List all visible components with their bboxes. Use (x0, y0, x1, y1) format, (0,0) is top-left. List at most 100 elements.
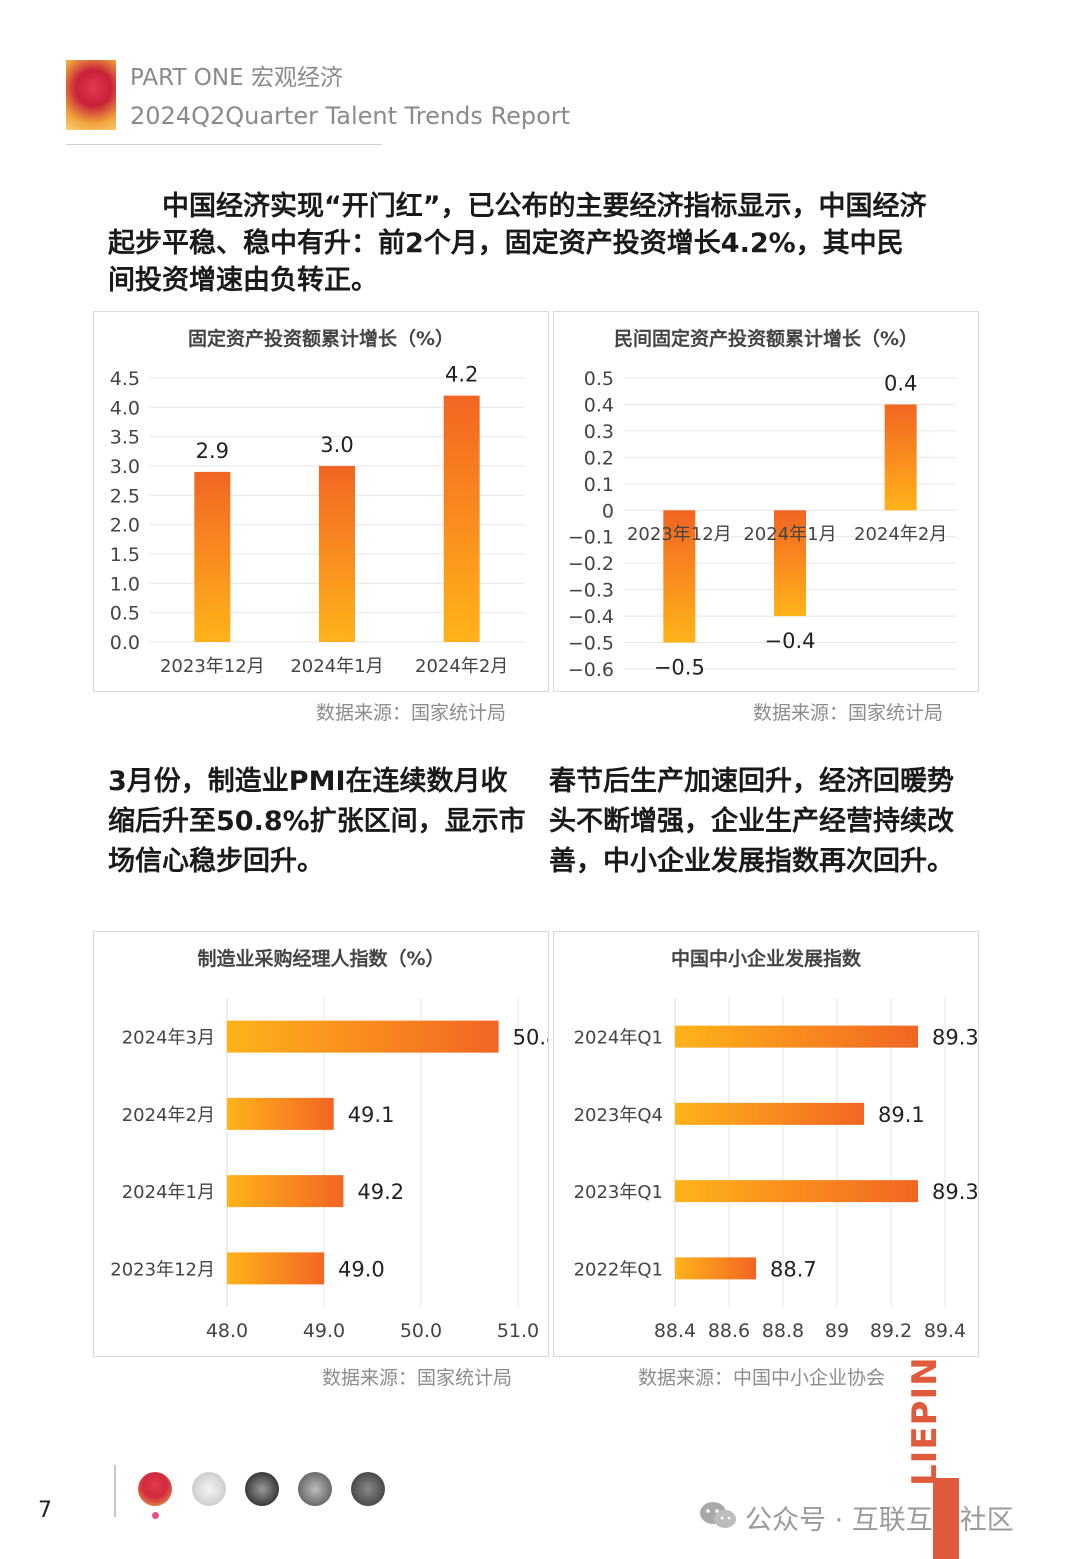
bar (884, 404, 917, 511)
chart-plot: 48.0 49.0 50.0 51.0 50.8 2024年3月 49.1 2024年2月 49… (110, 998, 548, 1342)
chart2-source: 数据来源：国家统计局 (753, 702, 944, 724)
y-tick-label: 2024年Q1 (574, 1028, 663, 1049)
chart-title: 中国中小企业发展指数 (670, 948, 861, 970)
brand-bar (933, 1478, 959, 1559)
bar (663, 510, 696, 643)
data-label: 3.0 (320, 433, 353, 457)
data-label: 89.3 (932, 1026, 978, 1050)
bar (675, 1257, 756, 1280)
x-tick-label: 2024年2月 (854, 524, 947, 545)
y-tick-label: 2.5 (110, 485, 140, 507)
chart-plot: −0.6 −0.5 −0.4 −0.3 −0.2 −0.1 0 0.1 0.2 0.3 0.4 0.5… (568, 368, 956, 681)
y-tick-label: 0.2 (584, 447, 614, 469)
chart-plot: 0.0 0.5 1.0 1.5 2.0 2.5 3.0 3.5 4.0 4.5 2.9 2023年12… (110, 363, 524, 677)
y-tick-label: −0.5 (568, 633, 614, 655)
y-tick-label: 4.0 (110, 397, 140, 419)
y-tick-label: −0.3 (568, 580, 614, 602)
bar (675, 1180, 918, 1203)
y-tick-label: 2023年Q1 (574, 1182, 663, 1203)
chart-title: 制造业采购经理人指数（%） (197, 948, 445, 970)
y-tick-label: 1.5 (110, 544, 140, 566)
y-tick-label: 0.1 (584, 474, 614, 496)
chart-title: 固定资产投资额累计增长（%） (187, 328, 455, 350)
chart4-source: 数据来源：中国中小企业协会 (638, 1367, 886, 1389)
y-tick-label: 0.5 (584, 368, 614, 390)
y-tick-label: 0.0 (110, 632, 140, 654)
header-thumbnail-image (66, 60, 116, 130)
watermark-text: 公众号 · 互联互通社区 (745, 1505, 1014, 1536)
y-tick-label: 4.5 (110, 368, 140, 390)
y-tick-label: 2024年3月 (122, 1028, 215, 1049)
bar (227, 1252, 324, 1285)
data-label: 49.1 (348, 1103, 395, 1127)
chart3-source: 数据来源：国家统计局 (322, 1367, 513, 1389)
data-label: 88.7 (770, 1257, 817, 1281)
bar (675, 1102, 864, 1125)
y-tick-label: 0.5 (110, 603, 140, 625)
y-tick-label: −0.6 (568, 659, 614, 681)
x-tick-label: 88.4 (654, 1320, 696, 1342)
x-tick-label: 2024年1月 (290, 656, 383, 677)
y-tick-label: 2023年Q4 (574, 1105, 663, 1126)
y-tick-label: 0 (602, 500, 614, 522)
chart-title: 民间固定资产投资额累计增长（%） (613, 328, 919, 350)
bar (774, 510, 806, 617)
report-title: 2024Q2Quarter Talent Trends Report (130, 102, 571, 130)
bar (227, 1020, 499, 1053)
active-page-indicator (152, 1512, 159, 1519)
part-label: PART ONE 宏观经济 (130, 65, 343, 91)
x-tick-label: 88.6 (708, 1320, 750, 1342)
footer-divider (114, 1465, 116, 1517)
wechat-icon (700, 1502, 736, 1528)
y-tick-label: −0.1 (568, 527, 614, 549)
data-label: 49.2 (357, 1180, 404, 1204)
x-tick-label: 89.4 (924, 1320, 966, 1342)
header-divider (66, 144, 382, 145)
nav-dot-1[interactable] (138, 1472, 172, 1506)
nav-dot-2[interactable] (192, 1472, 226, 1506)
data-label: 49.0 (338, 1257, 385, 1281)
x-tick-label: 51.0 (497, 1320, 539, 1342)
data-label: 4.2 (445, 363, 478, 387)
chart1-source: 数据来源：国家统计局 (316, 702, 507, 724)
y-tick-label: 3.0 (110, 456, 140, 478)
y-tick-label: −0.2 (568, 553, 614, 575)
data-label: 2.9 (196, 439, 229, 463)
nav-dot-3[interactable] (245, 1472, 279, 1506)
page-number: 7 (38, 1498, 52, 1523)
y-tick-label: 2022年Q1 (574, 1259, 663, 1280)
bar (443, 395, 480, 642)
x-tick-label: 2023年12月 (627, 524, 732, 545)
x-tick-label: 48.0 (206, 1320, 248, 1342)
y-tick-label: 0.3 (584, 421, 614, 443)
nav-dot-4[interactable] (298, 1472, 332, 1506)
chart-plot: 88.4 88.6 88.8 89 89.2 89.4 89.3 2024年Q1 89.1 202… (574, 998, 978, 1342)
data-label: 89.3 (932, 1180, 978, 1204)
x-tick-label: 2024年2月 (415, 656, 508, 677)
x-tick-label: 88.8 (762, 1320, 804, 1342)
y-tick-label: −0.4 (568, 606, 614, 628)
bar (319, 466, 355, 642)
bar (194, 471, 231, 642)
x-tick-label: 89 (825, 1320, 849, 1342)
x-tick-label: 2024年1月 (743, 524, 836, 545)
chart-private-investment: 民间固定资产投资额累计增长（%） −0.6 −0.5 −0.4 −0.3 −0.2 −0.… (553, 311, 979, 692)
y-tick-label: 2024年1月 (122, 1182, 215, 1203)
pmi-paragraph: 3月份，制造业PMI在连续数月收缩后升至50.8%扩张区间，显示市场信心稳步回升… (108, 766, 526, 877)
data-label: 50.8 (513, 1026, 548, 1050)
y-tick-label: 1.0 (110, 573, 140, 595)
y-tick-label: 3.5 (110, 427, 140, 449)
nav-dot-5[interactable] (351, 1472, 385, 1506)
x-tick-label: 89.2 (870, 1320, 912, 1342)
bar (227, 1175, 344, 1208)
x-tick-label: 2023年12月 (160, 656, 265, 677)
data-label: −0.4 (765, 629, 816, 653)
data-label: 0.4 (884, 371, 917, 395)
chart-manufacturing-pmi: 制造业采购经理人指数（%） 48.0 49.0 50.0 51.0 50.8 2024年3… (93, 931, 549, 1357)
chart-sme-development-index: 中国中小企业发展指数 88.4 88.6 88.8 89 89.2 89.4 89.3 202… (553, 931, 979, 1357)
y-tick-label: 2024年2月 (122, 1105, 215, 1126)
bar (227, 1097, 334, 1130)
x-tick-label: 49.0 (303, 1320, 345, 1342)
intro-paragraph: 中国经济实现“开门红”，已公布的主要经济指标显示，中国经济起步平稳、稳中有升：前… (108, 191, 927, 296)
data-label: 89.1 (878, 1103, 925, 1127)
